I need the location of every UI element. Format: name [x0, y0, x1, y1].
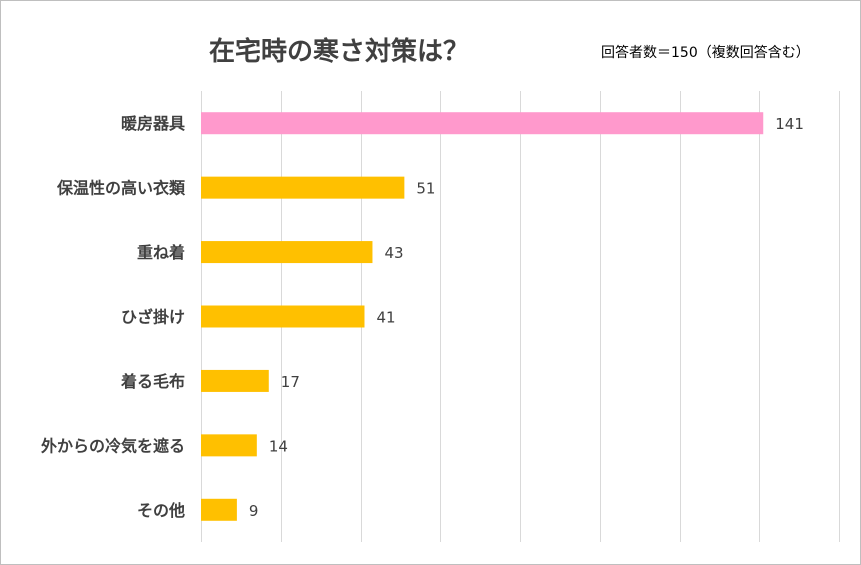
data-label: 41: [376, 309, 395, 327]
bar: [201, 176, 405, 199]
bar: [201, 369, 269, 392]
data-label: 51: [416, 180, 435, 198]
bar: [201, 241, 373, 264]
data-label: 14: [269, 437, 288, 455]
chart-title: 在宅時の寒さ対策は？: [209, 37, 470, 67]
data-label: 141: [775, 115, 804, 133]
data-label: 17: [281, 373, 300, 391]
category-label: 暖房器具: [121, 114, 185, 133]
bar: [201, 305, 365, 328]
data-label: 43: [384, 244, 403, 262]
category-label: ひざ掛け: [121, 308, 185, 327]
bar: [201, 112, 764, 135]
category-label: 着る毛布: [120, 372, 185, 391]
bar: [201, 434, 257, 457]
category-label: 保温性の高い衣類: [56, 179, 186, 198]
category-label: 重ね着: [137, 243, 185, 262]
data-label: 9: [249, 502, 259, 520]
bar: [201, 498, 237, 521]
category-label: 外からの冷気を遮る: [40, 436, 185, 455]
category-label: その他: [137, 501, 185, 520]
chart-subtitle: 回答者数＝150（複数回答含む）: [601, 45, 810, 61]
